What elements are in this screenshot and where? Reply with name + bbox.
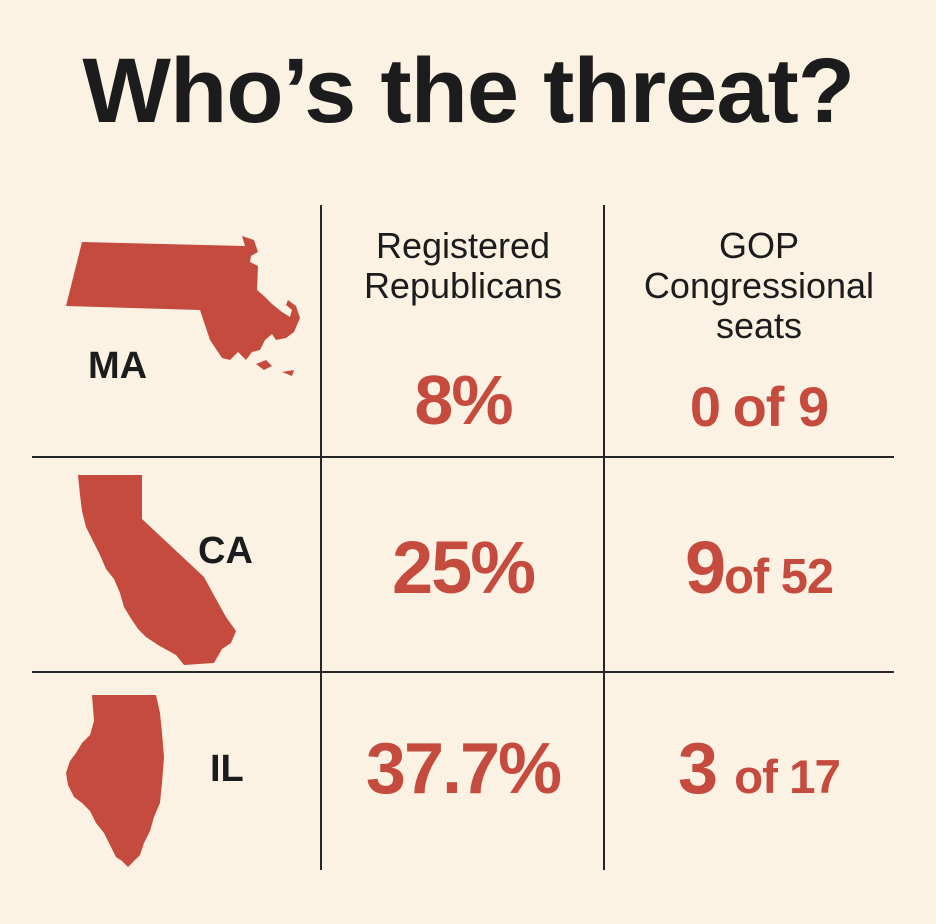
header-line: GOP [718,225,799,266]
seats-total: of 52 [724,550,834,604]
header-line: Republicans [363,265,563,306]
state-label-il: IL [210,748,244,790]
row-divider-2 [32,671,894,673]
header-line: seats [715,305,803,346]
header-line: Registered [375,225,551,266]
seats-value-ca: 9of 52 [608,525,910,610]
registered-value-ma: 8% [414,361,513,439]
seats-total: of 17 [734,751,841,804]
state-label-ca: CA [198,530,253,572]
seats-count: 3 [678,729,718,809]
massachusetts-map-icon [66,236,300,376]
illinois-map-icon [66,695,164,867]
registered-value-ca: 25% [391,526,536,609]
california-map-icon [78,475,236,665]
seats-value-ma: 0 of 9 [608,374,910,439]
page-title: Who’s the threat? [82,40,855,142]
header-gop-seats: GOP Congressional seats [608,226,910,346]
row-divider-1 [32,456,894,458]
seats-total: of 9 [732,375,830,438]
header-line: Congressional [643,265,875,306]
seats-count: 9 [684,526,726,609]
column-divider-2 [603,205,605,870]
seats-value-il: 3 of 17 [608,728,910,810]
header-registered-republicans: Registered Republicans [328,226,598,306]
registered-value-il: 37.7% [365,729,562,809]
seats-count: 0 [689,375,721,438]
state-label-ma: MA [88,345,148,387]
column-divider-1 [320,205,322,870]
